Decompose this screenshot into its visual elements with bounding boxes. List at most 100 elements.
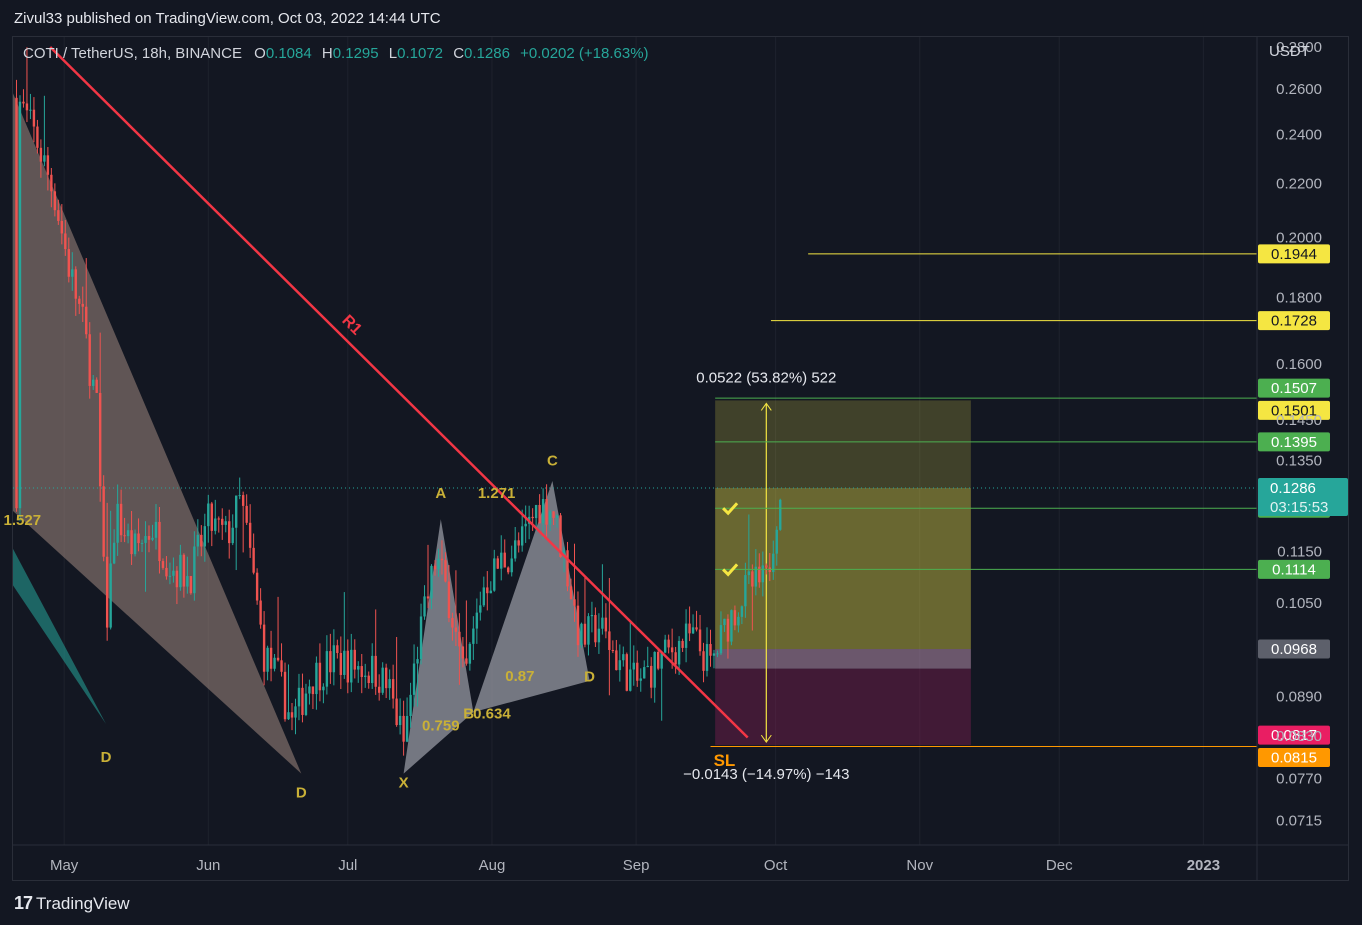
candle-body bbox=[388, 679, 391, 689]
candle-body bbox=[548, 511, 552, 525]
teal-pattern-fill bbox=[13, 548, 106, 725]
y-tick-label: 0.2000 bbox=[1276, 230, 1322, 247]
xab-triangle bbox=[403, 519, 474, 774]
candle-body bbox=[726, 618, 730, 642]
candle-body bbox=[283, 671, 287, 720]
y-tick-label: 0.0890 bbox=[1276, 689, 1322, 706]
level-tag-box bbox=[1258, 748, 1330, 768]
candle-body bbox=[92, 379, 95, 386]
currency-label: USDT bbox=[1269, 43, 1310, 60]
candle-body bbox=[440, 558, 444, 561]
candle-body bbox=[231, 527, 234, 544]
candle-body bbox=[64, 233, 67, 250]
candle-body bbox=[510, 558, 513, 573]
candle-body bbox=[775, 529, 778, 554]
candle-body bbox=[639, 678, 642, 681]
candle-body bbox=[730, 610, 733, 642]
level-tag-label: 0.1507 bbox=[1271, 380, 1317, 397]
level-tag-box bbox=[1258, 311, 1330, 331]
measure-arrow-head-down bbox=[760, 734, 772, 743]
candle-body bbox=[597, 628, 601, 643]
candle-body bbox=[360, 666, 363, 677]
candle-body bbox=[583, 623, 587, 645]
candle-body bbox=[210, 503, 213, 531]
candle-body bbox=[552, 511, 555, 518]
footer-brand[interactable]: 17 TradingView bbox=[14, 893, 130, 914]
candle-body bbox=[465, 658, 468, 664]
brown-pattern-fill bbox=[13, 93, 302, 774]
position-zones: 0.0522 (53.82%) 522 −0.0143 (−14.97%) −14… bbox=[683, 369, 971, 783]
symbol-name[interactable]: COTI / TetherUS, 18h, BINANCE bbox=[23, 45, 242, 62]
level-tag-box bbox=[1258, 432, 1330, 452]
pattern-label: 0.634 bbox=[473, 706, 511, 723]
candle-body bbox=[486, 587, 489, 594]
candle-body bbox=[318, 662, 322, 691]
candle-body bbox=[217, 518, 220, 520]
candle-body bbox=[151, 537, 154, 540]
candle-body bbox=[196, 534, 200, 547]
candle-body bbox=[18, 101, 22, 509]
candle-body bbox=[402, 715, 405, 742]
level-tag-box bbox=[1258, 639, 1330, 659]
candle-body bbox=[238, 495, 241, 497]
candle-body bbox=[67, 249, 70, 277]
candle-body bbox=[611, 650, 615, 652]
x-tick-label: Jul bbox=[338, 857, 357, 874]
candle-body bbox=[329, 651, 332, 673]
candle-body bbox=[336, 645, 339, 654]
candle-body bbox=[632, 662, 635, 670]
candle-body bbox=[615, 650, 618, 671]
y-tick-label: 0.1050 bbox=[1276, 595, 1322, 612]
candle-body bbox=[747, 571, 751, 576]
candle-body bbox=[541, 499, 545, 524]
candle-body bbox=[566, 550, 569, 587]
candle-body bbox=[214, 518, 217, 531]
candle-body bbox=[200, 534, 203, 547]
pattern-label: 0.87 bbox=[505, 668, 534, 685]
candle-body bbox=[691, 627, 695, 634]
candle-body bbox=[493, 558, 496, 591]
candle-body bbox=[587, 616, 590, 645]
candle-body bbox=[50, 174, 53, 192]
candle-body bbox=[25, 103, 29, 111]
candles bbox=[15, 47, 782, 756]
candle-body bbox=[737, 616, 740, 626]
candle-body bbox=[681, 640, 684, 648]
candle-body bbox=[74, 269, 77, 299]
candle-body bbox=[346, 650, 349, 683]
check-icon bbox=[722, 563, 739, 577]
candle-body bbox=[423, 596, 426, 617]
level-tag-label: 0.0815 bbox=[1271, 750, 1317, 767]
candle-body bbox=[343, 650, 346, 675]
candle-body bbox=[559, 515, 562, 557]
pattern-label: D bbox=[101, 749, 112, 766]
candle-body bbox=[479, 605, 482, 613]
candle-body bbox=[482, 587, 486, 606]
candle-body bbox=[175, 570, 179, 588]
trendline-r1 bbox=[49, 46, 749, 739]
x-tick-label: Jun bbox=[196, 857, 220, 874]
candle-body bbox=[444, 560, 447, 582]
candle-body bbox=[719, 625, 723, 654]
candle-body bbox=[322, 686, 325, 691]
candle-body bbox=[186, 576, 189, 587]
candle-body bbox=[266, 647, 269, 672]
candle-body bbox=[705, 644, 709, 671]
pattern-label: C bbox=[547, 453, 558, 470]
candle-body bbox=[71, 269, 74, 277]
candle-body bbox=[580, 623, 583, 646]
candle-body bbox=[656, 651, 660, 669]
candle-body bbox=[412, 663, 416, 695]
candle-body bbox=[758, 566, 761, 583]
candle-body bbox=[154, 521, 158, 538]
stop-zone bbox=[715, 668, 971, 746]
check-icon bbox=[722, 502, 739, 516]
candle-body bbox=[608, 631, 611, 651]
candle-body bbox=[712, 653, 716, 656]
candle-body bbox=[629, 669, 632, 691]
level-tag-label: 0.1114 bbox=[1272, 561, 1316, 578]
candle-body bbox=[395, 698, 398, 726]
candle-body bbox=[179, 554, 182, 588]
level-tag-label: 0.1728 bbox=[1271, 313, 1317, 330]
